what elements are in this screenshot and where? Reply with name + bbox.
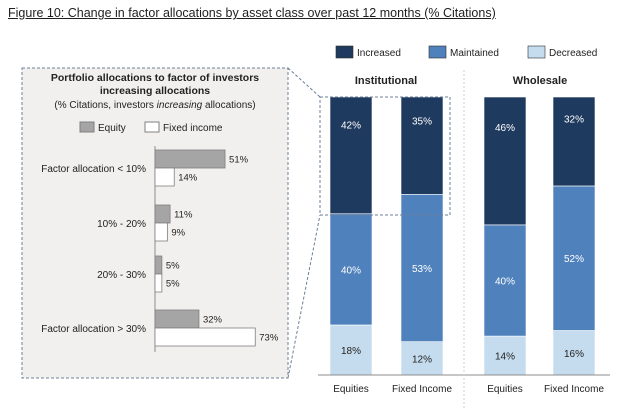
segment-value-label: 40% [495, 276, 515, 287]
legend-label-maintained: Maintained [450, 48, 499, 59]
equity-bar [154, 149, 226, 169]
legend-swatch-equity [79, 121, 95, 133]
callout-connector-bottom [287, 214, 321, 379]
segment-value-label: 18% [341, 346, 361, 357]
legend-label-increased: Increased [357, 48, 401, 59]
legend-swatch-increased [335, 45, 354, 59]
equity-bar [154, 309, 200, 329]
fixed-income-bar [154, 273, 163, 293]
fixed-income-bar [154, 222, 168, 242]
x-category-label: Fixed Income [392, 384, 452, 395]
segment-value-label: 35% [412, 116, 432, 127]
stacked-segment-maintained [483, 224, 527, 337]
inset-bar-value-label: 32% [203, 315, 223, 326]
legend-swatch-fixed-income [144, 121, 160, 133]
inset-category-label: Factor allocation < 10% [41, 164, 146, 175]
stacked-segment-increased [329, 96, 373, 215]
group-title: Institutional [355, 75, 417, 87]
segment-value-label: 52% [564, 254, 584, 265]
legend-label-fixed-income: Fixed income [163, 123, 223, 134]
inset-title-line: Portfolio allocations to factor of inves… [51, 72, 259, 84]
stacked-segment-decreased [400, 341, 444, 376]
legend-swatch-decreased [527, 45, 546, 59]
stacked-segment-increased [400, 96, 444, 195]
inset-bar-value-label: 73% [259, 333, 279, 344]
equity-bar [154, 255, 163, 275]
inset-category-label: 10% - 20% [97, 219, 146, 230]
group-title: Wholesale [513, 75, 567, 87]
callout-box [319, 96, 451, 216]
fixed-income-bar [154, 167, 175, 187]
segment-value-label: 46% [495, 123, 515, 134]
x-category-label: Equities [487, 384, 523, 395]
legend-label-equity: Equity [98, 123, 126, 134]
inset-category-label: Factor allocation > 30% [41, 324, 146, 335]
x-category-label: Equities [333, 384, 369, 395]
stacked-segment-decreased [329, 324, 373, 376]
stacked-segment-maintained [329, 213, 373, 326]
segment-value-label: 42% [341, 121, 361, 132]
segment-value-label: 12% [412, 354, 432, 365]
figure-title: Figure 10: Change in factor allocations … [8, 6, 496, 20]
inset-bar-value-label: 11% [174, 210, 193, 221]
inset-bar-value-label: 14% [178, 173, 198, 184]
inset-subtitle-part: allocations) [202, 100, 255, 111]
legend-label-decreased: Decreased [549, 48, 597, 59]
fixed-income-bar [154, 327, 256, 347]
callout-connector-top [287, 67, 321, 98]
stacked-segment-maintained [400, 194, 444, 342]
segment-value-label: 16% [564, 349, 584, 360]
inset-subtitle: (% Citations, investors increasing alloc… [54, 100, 255, 111]
inset-bar-value-label: 51% [229, 155, 249, 166]
inset-category-label: 20% - 30% [97, 270, 146, 281]
inset-subtitle-part: (% Citations, investors [54, 100, 156, 111]
stacked-segment-increased [483, 96, 527, 226]
inset-bar-value-label: 5% [166, 279, 180, 290]
inset-title-line: increasing allocations [100, 85, 210, 97]
inset-bar-value-label: 9% [171, 228, 185, 239]
stacked-segment-decreased [483, 335, 527, 376]
equity-bar [154, 204, 171, 224]
segment-value-label: 53% [412, 264, 432, 275]
segment-value-label: 14% [495, 352, 515, 363]
segment-value-label: 32% [564, 115, 584, 126]
stacked-segment-increased [552, 96, 596, 187]
stacked-segment-maintained [552, 185, 596, 331]
inset-bar-value-label: 5% [166, 261, 180, 272]
legend-swatch-maintained [428, 45, 447, 59]
x-category-label: Fixed Income [544, 384, 604, 395]
inset-subtitle-part: increasing [157, 100, 203, 111]
segment-value-label: 40% [341, 265, 361, 276]
